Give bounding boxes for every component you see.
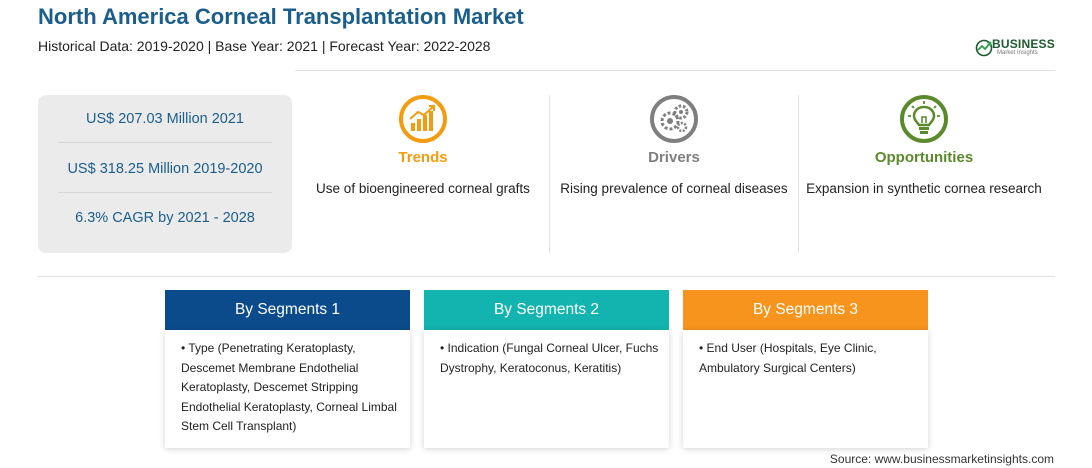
logo-globe-icon: [975, 39, 993, 57]
gears-icon: [660, 104, 689, 133]
segment-1-text: • Type (Penetrating Keratoplasty, Descem…: [181, 341, 397, 433]
business-market-insights-logo[interactable]: BUSINESS Market Insights: [975, 36, 1057, 60]
lightbulb-icon: [908, 101, 940, 134]
stat-divider: [58, 142, 272, 143]
stat-market-size-historical: US$ 318.25 Million 2019-2020: [67, 161, 263, 177]
bar-chart-growth-icon: [409, 105, 435, 131]
drivers-description: Rising prevalence of corneal diseases: [560, 181, 788, 196]
opportunities-icon-circle: [900, 95, 948, 143]
section-divider: [38, 276, 1055, 277]
page-subtitle: Historical Data: 2019-2020 | Base Year: …: [38, 38, 491, 54]
trends-description: Use of bioengineered corneal grafts: [316, 181, 530, 196]
drivers-title: Drivers: [648, 149, 700, 166]
opportunities-title: Opportunities: [874, 149, 974, 166]
segment-2-card: • Indication (Fungal Corneal Ulcer, Fuch…: [424, 330, 669, 448]
logo-wordmark: BUSINESS: [992, 37, 1055, 51]
segment-1-header: By Segments 1: [165, 290, 410, 330]
segment-3-card: • End User (Hospitals, Eye Clinic, Ambul…: [683, 330, 928, 448]
panel-divider: [798, 95, 799, 253]
segment-2-header: By Segments 2: [424, 290, 669, 330]
market-stats-box: US$ 207.03 Million 2021 US$ 318.25 Milli…: [38, 95, 292, 253]
header-divider: [295, 70, 1055, 71]
trends-title: Trends: [398, 149, 448, 166]
segment-2-text: • Indication (Fungal Corneal Ulcer, Fuch…: [440, 341, 659, 375]
segment-1-card: • Type (Penetrating Keratoplasty, Descem…: [165, 330, 410, 448]
segment-3-text: • End User (Hospitals, Eye Clinic, Ambul…: [699, 341, 877, 375]
stat-divider: [58, 192, 272, 193]
opportunities-description: Expansion in synthetic cornea research: [806, 181, 1042, 196]
panel-divider: [549, 95, 550, 253]
drivers-icon-circle: [650, 95, 698, 143]
source-citation: Source: www.businessmarketinsights.com: [829, 452, 1054, 466]
logo-tagline: Market Insights: [997, 50, 1038, 56]
segment-3-header: By Segments 3: [683, 290, 928, 330]
trends-icon-circle: [399, 95, 447, 143]
stat-cagr: 6.3% CAGR by 2021 - 2028: [75, 210, 255, 226]
page-title: North America Corneal Transplantation Ma…: [38, 4, 524, 29]
stat-market-size-2021: US$ 207.03 Million 2021: [86, 111, 244, 127]
